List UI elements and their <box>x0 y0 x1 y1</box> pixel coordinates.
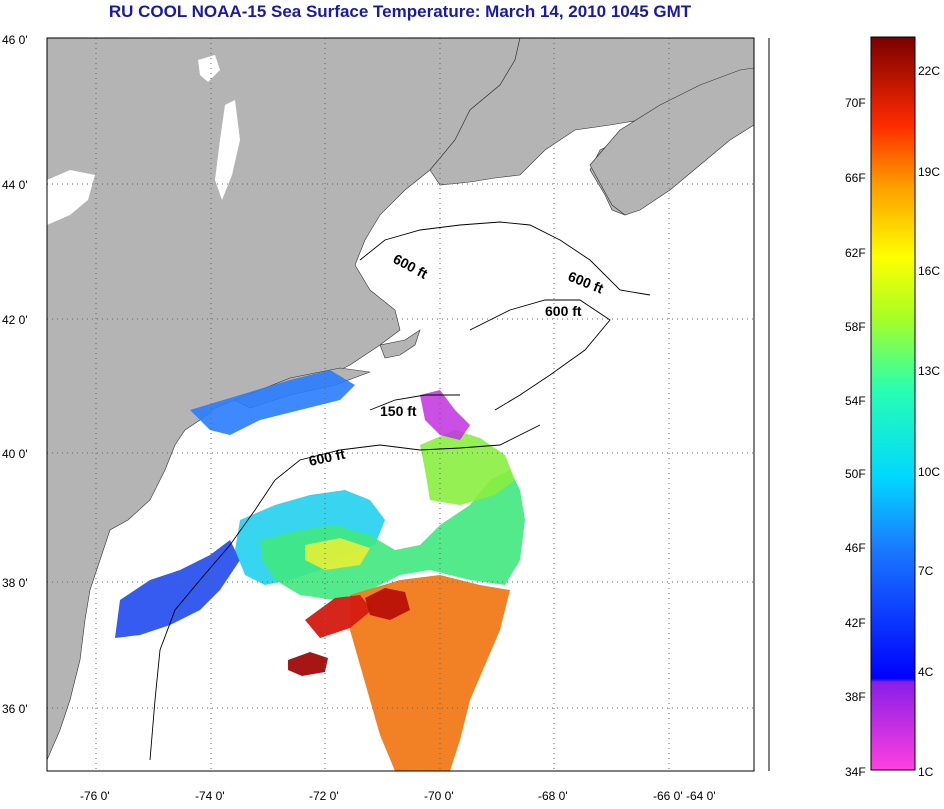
lake <box>198 55 220 82</box>
celsius-label: 1C <box>918 765 934 779</box>
fahrenheit-label: 42F <box>845 616 866 630</box>
contour-label: 600 ft <box>545 303 582 319</box>
plot-frame <box>46 37 755 772</box>
celsius-label: 4C <box>918 665 934 679</box>
celsius-label: 7C <box>918 564 934 578</box>
fahrenheit-label: 62F <box>845 246 866 260</box>
fahrenheit-label: 46F <box>845 541 866 555</box>
lat-tick-label: 44 0' <box>2 178 28 192</box>
celsius-label: 16C <box>918 264 940 278</box>
lat-tick-label: 42 0' <box>2 313 28 327</box>
celsius-label: 22C <box>918 64 940 78</box>
lat-tick-label: 36 0' <box>2 702 28 716</box>
fahrenheit-label: 66F <box>845 171 866 185</box>
longitude-axis: -76 0' -74 0' -72 0' -70 0' -68 0' -66 0… <box>80 789 716 803</box>
fahrenheit-label: 58F <box>845 320 866 334</box>
lake <box>215 100 240 200</box>
celsius-label: 19C <box>918 165 940 179</box>
colorbar <box>870 36 916 771</box>
lat-tick-label: 38 0' <box>2 576 28 590</box>
sst-red-core-3 <box>288 652 328 676</box>
lon-tick-label: -74 0' <box>195 789 225 803</box>
lat-tick-label: 46 0' <box>2 33 28 47</box>
sst-blue-shelf <box>190 370 355 435</box>
sst-magenta-georges <box>420 390 470 440</box>
lon-tick-label: -66 0' <box>653 789 683 803</box>
contour-label: 150 ft <box>380 403 417 419</box>
lat-tick-label: 40 0' <box>2 447 28 461</box>
latitude-axis: 46 0' 44 0' 42 0' 40 0' 38 0' 36 0' <box>2 33 28 716</box>
lon-tick-label: -70 0' <box>424 789 454 803</box>
fahrenheit-label: 50F <box>845 467 866 481</box>
celsius-label: 13C <box>918 364 940 378</box>
colorbar-fahrenheit-labels: 70F 66F 62F 58F 54F 50F 46F 42F 38F 34F <box>845 96 866 779</box>
graticule <box>47 38 754 771</box>
colorbar-celsius-labels: 22C 19C 16C 13C 10C 7C 4C 1C <box>918 64 940 779</box>
bathymetry-contours <box>149 221 651 761</box>
lon-tick-label: -68 0' <box>538 789 568 803</box>
lon-tick-label: -76 0' <box>80 789 110 803</box>
contour-label: 600 ft <box>307 446 346 469</box>
lon-tick-label: -64 0' <box>686 789 716 803</box>
sst-orange-gulf-stream <box>350 575 510 771</box>
map-title: RU COOL NOAA-15 Sea Surface Temperature:… <box>108 2 692 21</box>
sst-red-core-2 <box>365 588 410 620</box>
sst-red-core-1 <box>305 595 372 638</box>
land-nova-scotia <box>589 67 754 216</box>
fahrenheit-label: 54F <box>845 394 866 408</box>
fahrenheit-label: 70F <box>845 96 866 110</box>
sst-yellow-patch <box>305 538 370 570</box>
celsius-label: 10C <box>918 465 940 479</box>
lon-tick-label: -72 0' <box>309 789 339 803</box>
fahrenheit-label: 34F <box>845 765 866 779</box>
fahrenheit-label: 38F <box>845 690 866 704</box>
land-cape-cod <box>379 329 421 359</box>
sst-blue-nj-coast <box>115 540 240 638</box>
